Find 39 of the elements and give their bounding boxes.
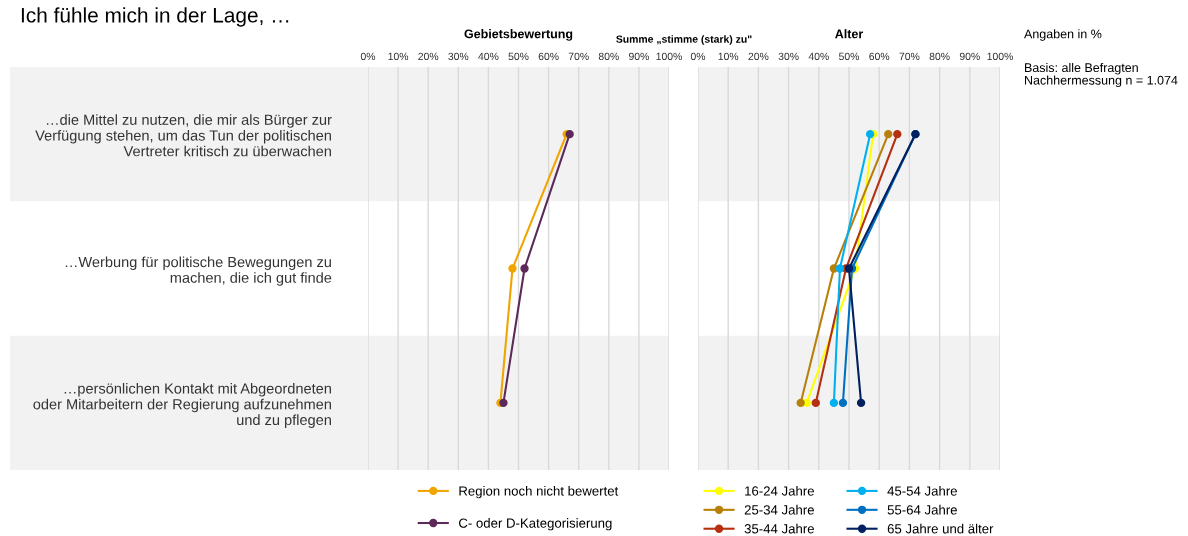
x-tick-label: 0% — [360, 52, 376, 61]
y-tick-label: …persönlichen Kontakt mit Abgeordneten oder Mitarbeitern der Regierung aufzunehmen und zu pflegen — [33, 382, 331, 428]
x-tick-label: 10% — [388, 52, 409, 61]
y-tick-label: …Werbung für politische Bewegungen zu machen, die ich gut finde — [65, 256, 332, 286]
text: Basis: alle Befragten Nachhermessung n = 1.074 — [1025, 62, 1178, 88]
x-tick-label: 50% — [508, 52, 529, 61]
legend-label: 25-34 Jahre — [744, 504, 814, 515]
x-tick-label: 90% — [959, 52, 980, 61]
chart-title: Alter — [835, 29, 864, 39]
x-tick-label: 30% — [778, 52, 799, 61]
x-tick-label: 10% — [718, 52, 739, 61]
text: Ich fühle mich in der Lage, … — [21, 7, 289, 27]
x-tick-label: 80% — [929, 52, 950, 61]
legend-label: 35-44 Jahre — [744, 523, 814, 534]
x-tick-label: 100% — [656, 52, 682, 61]
legend-label: 55-64 Jahre — [887, 504, 957, 515]
text: Angaben in % — [1024, 29, 1102, 41]
x-tick-label: 40% — [478, 52, 499, 61]
x-tick-label: 70% — [899, 52, 920, 61]
x-tick-label: 90% — [628, 52, 649, 61]
x-tick-label: 20% — [748, 52, 769, 61]
x-tick-label: 40% — [808, 52, 829, 61]
x-tick-label: 100% — [987, 52, 1013, 61]
legend-label: Region noch nicht bewertet — [459, 485, 619, 499]
x-tick-label: 80% — [598, 52, 619, 61]
x-tick-label: 70% — [568, 52, 589, 61]
x-tick-label: 60% — [869, 52, 890, 61]
x-tick-label: 30% — [448, 52, 469, 61]
legend-label: 16-24 Jahre — [745, 485, 814, 496]
text: Summe „stimme (stark) zu" — [616, 35, 752, 45]
x-tick-label: 60% — [538, 52, 559, 61]
x-tick-label: 50% — [838, 52, 860, 61]
y-tick-label: …die Mittel zu nutzen, die mir als Bürger zur Verfügung stehen, um das Tun der politischen Vertreter kritisch zu überwachen — [35, 114, 332, 157]
chart-title: Gebietsbewertung — [464, 29, 573, 41]
legend-label: 65 Jahre und älter — [887, 523, 994, 534]
legend-label: C- oder D-Kategorisierung — [459, 518, 612, 531]
x-tick-label: 0% — [690, 52, 706, 61]
legend-label: 45-54 Jahre — [887, 485, 957, 496]
x-tick-label: 20% — [418, 52, 439, 61]
